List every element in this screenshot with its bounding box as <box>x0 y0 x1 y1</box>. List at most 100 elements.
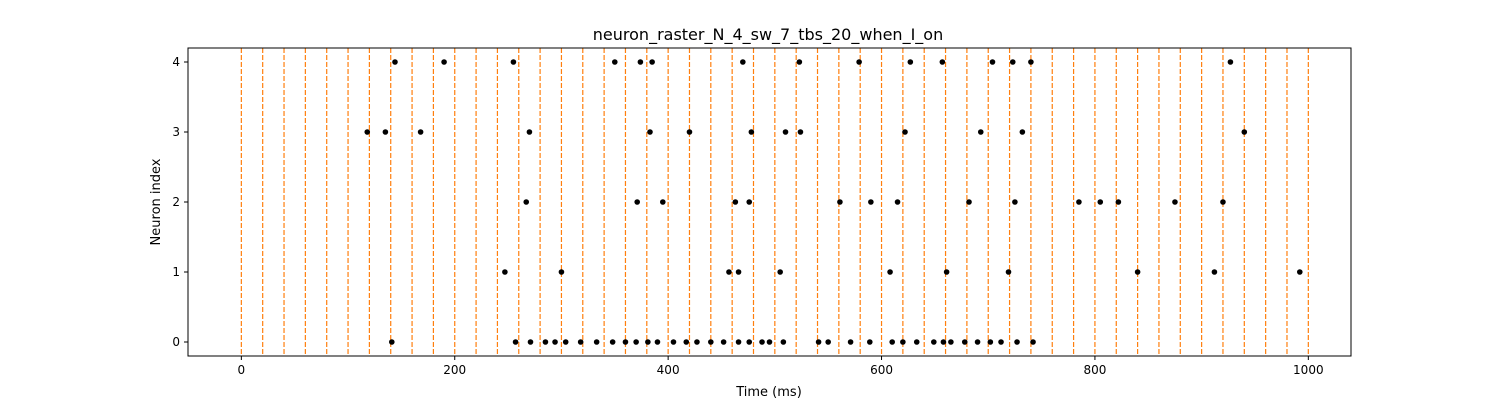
spike-point <box>502 269 508 275</box>
spike-point <box>392 59 398 65</box>
spike-point <box>593 339 600 345</box>
spike-point <box>660 199 666 205</box>
spike-point <box>1028 59 1034 65</box>
spike-point <box>1220 199 1226 205</box>
spike-point <box>856 59 862 65</box>
spike-point <box>441 59 447 65</box>
spike-points-layer <box>364 59 1303 345</box>
y-tick-label: 3 <box>172 125 180 139</box>
y-tick-label: 2 <box>172 195 180 209</box>
spike-point <box>866 339 873 345</box>
spike-point <box>633 339 639 345</box>
spike-point <box>542 339 549 345</box>
spike-point <box>796 59 803 65</box>
spike-point <box>1211 269 1218 275</box>
spike-point <box>1019 129 1026 135</box>
spike-point <box>611 59 618 65</box>
spike-point <box>1012 199 1018 205</box>
spike-point <box>939 59 946 65</box>
spike-point <box>708 339 714 345</box>
y-tick-label: 4 <box>172 55 180 69</box>
spike-point <box>694 339 700 345</box>
spike-point <box>634 199 640 205</box>
spike-point <box>966 199 972 205</box>
spike-point <box>609 339 616 345</box>
x-tick-label: 1000 <box>1293 363 1324 377</box>
spike-point <box>913 339 920 345</box>
x-axis-ticks: 0 200 400 600 800 1000 <box>238 356 1324 377</box>
spike-point <box>622 339 629 345</box>
spike-point <box>748 129 755 135</box>
spike-point <box>887 269 893 275</box>
spike-point <box>759 339 765 345</box>
spike-point <box>977 129 984 135</box>
spike-point <box>894 199 901 205</box>
x-tick-label: 0 <box>238 363 246 377</box>
spike-point <box>825 339 831 345</box>
spike-point <box>766 339 773 345</box>
spike-point <box>577 339 584 345</box>
spike-point <box>746 339 753 345</box>
x-tick-label: 400 <box>657 363 680 377</box>
spike-point <box>1076 199 1082 205</box>
spike-point <box>746 199 753 205</box>
spike-point <box>1241 129 1248 135</box>
spike-point <box>1134 269 1141 275</box>
spike-point <box>382 129 389 135</box>
spike-point <box>902 129 908 135</box>
spike-point <box>647 129 653 135</box>
y-axis-ticks: 0 1 2 3 4 <box>172 55 188 349</box>
spike-point <box>987 339 994 345</box>
spike-point <box>1115 199 1122 205</box>
spike-point <box>998 339 1004 345</box>
spike-point <box>837 199 843 205</box>
chart-title: neuron_raster_N_4_sw_7_tbs_20_when_I_on <box>593 25 943 45</box>
spike-point <box>526 129 533 135</box>
y-tick-label: 1 <box>172 265 180 279</box>
spike-point <box>797 129 804 135</box>
spike-point <box>961 339 968 345</box>
spike-point <box>523 199 530 205</box>
spike-point <box>649 59 655 65</box>
x-tick-label: 800 <box>1083 363 1106 377</box>
spike-point <box>943 269 950 275</box>
dashed-lines-layer <box>240 48 1309 356</box>
spike-point <box>645 339 651 345</box>
spike-point <box>562 339 569 345</box>
spike-point <box>732 199 739 205</box>
y-tick-label: 0 <box>172 335 180 349</box>
spike-point <box>558 269 565 275</box>
spike-point <box>552 339 558 345</box>
spike-point <box>720 339 727 345</box>
spike-point <box>637 59 644 65</box>
spike-point <box>815 339 822 345</box>
spike-point <box>948 339 954 345</box>
spike-point <box>1296 269 1303 275</box>
spike-point <box>868 199 874 205</box>
spike-point <box>510 59 517 65</box>
spike-point <box>1014 339 1020 345</box>
x-tick-label: 200 <box>443 363 466 377</box>
spike-point <box>940 339 947 345</box>
spike-point <box>931 339 937 345</box>
spike-point <box>726 269 732 275</box>
spike-point <box>989 59 996 65</box>
y-axis-label: Neuron index <box>149 158 164 245</box>
spike-point <box>1009 59 1016 65</box>
spike-point <box>512 339 519 345</box>
spike-point <box>780 339 787 345</box>
spike-point <box>847 339 854 345</box>
spike-point <box>889 339 896 345</box>
spike-point <box>388 339 395 345</box>
spike-point <box>900 339 906 345</box>
spike-point <box>907 59 914 65</box>
x-tick-label: 600 <box>870 363 893 377</box>
spike-point <box>417 129 424 135</box>
spike-point <box>974 339 981 345</box>
spike-point <box>1005 269 1012 275</box>
spike-point <box>1097 199 1104 205</box>
spike-point <box>782 129 789 135</box>
spike-point <box>670 339 677 345</box>
spike-point <box>527 339 534 345</box>
spike-point <box>1030 339 1036 345</box>
